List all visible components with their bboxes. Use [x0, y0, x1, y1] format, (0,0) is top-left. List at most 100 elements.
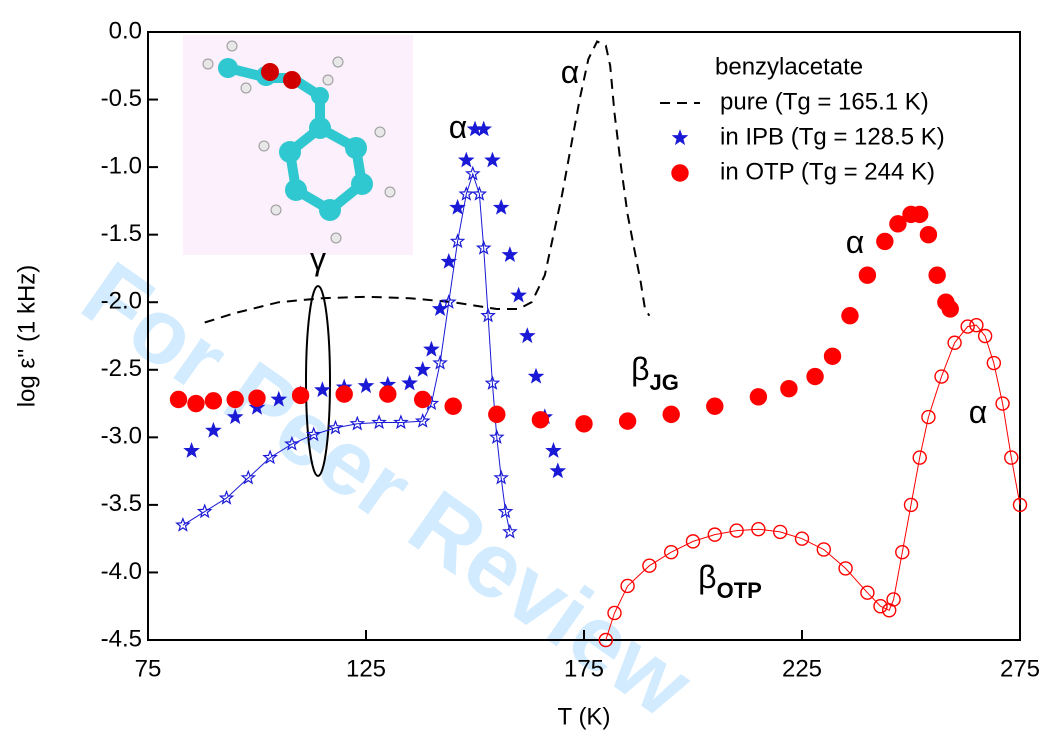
circle-marker: [531, 411, 550, 429]
circle-marker: [488, 405, 506, 424]
star-marker: [475, 239, 492, 255]
star-marker: [475, 120, 493, 137]
star-marker: [501, 246, 519, 262]
star-marker: [549, 462, 567, 479]
circle-marker: [729, 523, 744, 538]
circle-marker: [977, 328, 993, 344]
y-tick-label: -4.0: [101, 558, 142, 585]
star-marker: [357, 377, 375, 394]
circle-marker: [607, 605, 622, 621]
star-marker: [493, 469, 509, 485]
star-marker: [480, 307, 496, 323]
x-tick-label: 275: [1000, 655, 1040, 682]
legend-label: in IPB (Tg = 128.5 K): [720, 123, 945, 150]
circle-marker: [598, 632, 613, 648]
star-marker: [545, 442, 562, 458]
star-marker: [423, 340, 440, 357]
star-marker: [414, 361, 431, 377]
annotation-subscript: JG: [650, 370, 679, 395]
star-marker: [449, 233, 466, 249]
series-line: [605, 324, 1021, 641]
annotation-text: α: [846, 224, 865, 260]
star-marker: [175, 517, 191, 532]
legend-label: pure (Tg = 165.1 K): [720, 88, 929, 115]
circle-marker: [1012, 497, 1028, 513]
legend-entry: in OTP (Tg = 244 K): [671, 158, 935, 185]
star-marker: [349, 415, 366, 431]
circle-marker: [248, 389, 266, 407]
star-marker: [488, 429, 505, 444]
star-marker: [196, 503, 213, 519]
circle-marker: [379, 385, 397, 403]
star-marker: [441, 293, 457, 309]
y-tick-label: -1.0: [101, 152, 142, 179]
circle-marker: [912, 450, 927, 465]
circle-marker: [841, 307, 859, 325]
circle-marker: [575, 415, 593, 433]
circle-marker: [291, 386, 310, 405]
y-tick-label: -0.5: [101, 85, 142, 112]
circle-marker: [895, 544, 910, 560]
star-marker: [218, 489, 235, 505]
star-marker: [484, 151, 501, 168]
annotation: α: [969, 394, 988, 430]
series-line: [204, 40, 651, 324]
circle-marker: [642, 558, 657, 573]
watermark: For Peer Review: [65, 243, 710, 737]
circle-marker: [928, 266, 946, 284]
y-tick-label: -4.5: [101, 625, 142, 652]
circle-marker: [876, 232, 894, 251]
circle-marker: [934, 369, 949, 384]
y-tick-label: -2.0: [101, 288, 142, 315]
annotation-text: β: [631, 351, 649, 387]
circle-marker: [335, 385, 353, 403]
legend-entry: pure (Tg = 165.1 K): [660, 88, 929, 115]
x-tick-label: 225: [782, 655, 822, 682]
star-marker: [248, 398, 266, 415]
star-marker: [671, 129, 689, 146]
circle-marker: [986, 355, 1002, 371]
circle-marker: [707, 527, 722, 542]
star-marker: [327, 419, 344, 435]
circle-marker: [620, 578, 635, 594]
star-marker: [497, 503, 514, 519]
x-tick-label: 125: [346, 655, 386, 682]
star-marker: [393, 414, 409, 430]
star-marker: [449, 198, 466, 215]
star-marker: [270, 390, 288, 407]
star-marker: [464, 165, 481, 181]
circle-marker: [873, 599, 888, 614]
circle-marker: [816, 542, 831, 557]
circle-marker: [749, 388, 768, 406]
circle-marker: [838, 561, 853, 576]
circle-marker: [794, 531, 810, 546]
y-tick-label: -3.5: [101, 490, 142, 517]
circle-marker: [941, 300, 959, 318]
star-marker: [284, 435, 300, 451]
star-marker: [226, 408, 244, 425]
legend-entry: in IPB (Tg = 128.5 K): [671, 123, 945, 150]
x-axis-label: T (K): [558, 703, 611, 730]
y-axis-label: log ε'' (1 kHz): [13, 265, 40, 408]
circle-marker: [911, 205, 929, 224]
circle-marker: [773, 524, 788, 540]
circle-marker: [671, 164, 689, 182]
annotation: α: [846, 224, 865, 260]
circle-marker: [187, 394, 205, 413]
annotation-text: α: [449, 109, 468, 145]
annotation: βOTP: [698, 559, 762, 602]
y-tick-label: -2.5: [101, 355, 142, 382]
gamma-outline: [305, 285, 331, 477]
circle-marker: [995, 396, 1010, 411]
star-marker: [471, 185, 488, 201]
circle-marker: [903, 497, 919, 513]
circle-marker: [706, 397, 724, 415]
circle-marker: [169, 390, 188, 409]
circle-marker: [1004, 450, 1019, 465]
circle-marker: [618, 412, 637, 430]
annotation-text: α: [561, 54, 580, 90]
circle-marker: [685, 534, 701, 549]
star-marker: [314, 381, 331, 398]
circle-marker: [664, 544, 679, 560]
